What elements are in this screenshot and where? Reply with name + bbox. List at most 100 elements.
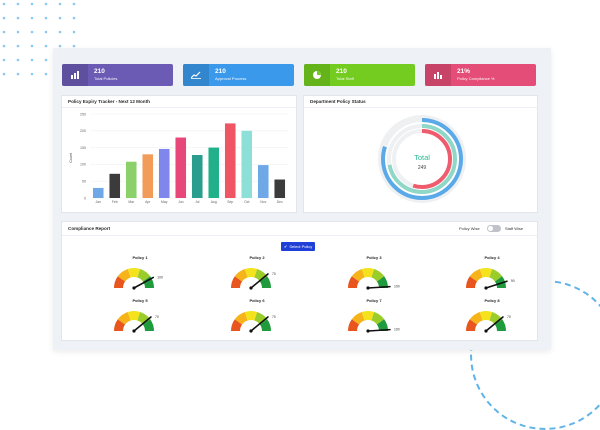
bar-aug[interactable] (208, 147, 220, 198)
decor-dot (2, 58, 6, 62)
bar-feb[interactable] (109, 173, 121, 198)
decor-dot (30, 30, 34, 34)
gauge-band (494, 319, 506, 331)
decor-dot (2, 44, 6, 48)
divider (62, 107, 296, 108)
stat-label: Approval Process (215, 76, 247, 82)
gauge-needle (133, 276, 155, 289)
y-tick-label: 0 (84, 196, 86, 200)
gauge-max-label: 100 (394, 285, 400, 289)
bar-mar[interactable] (125, 161, 137, 198)
gauge-band (244, 311, 258, 321)
gauge-band (351, 311, 365, 325)
gauge-max-label: 100 (157, 275, 163, 279)
gauge-title: Policy 6 (249, 298, 265, 303)
divider (304, 107, 537, 108)
bar-jan[interactable] (92, 187, 104, 198)
gauge-band (254, 311, 268, 325)
bar-chart-icon (62, 64, 88, 86)
bar-nov[interactable] (257, 165, 269, 198)
decor-dot (30, 72, 34, 76)
decor-dot (44, 2, 48, 6)
bar-apr[interactable] (142, 154, 154, 198)
toggle-right-label: Staff Wise (505, 226, 524, 231)
expiry-bar-chart: 0 50 100 150 200 250 Count Jan Feb Mar Apr May Jun Ju… (69, 112, 288, 204)
decor-dot (72, 30, 76, 34)
gauge-band (376, 319, 388, 331)
bar-oct[interactable] (241, 130, 253, 198)
decor-dot (44, 44, 48, 48)
select-policy-label: Select Policy (289, 244, 313, 249)
gauge-band (127, 311, 141, 321)
donut-ring-2[interactable] (387, 124, 457, 194)
policy-staff-toggle[interactable] (487, 225, 501, 232)
donut-track (378, 115, 466, 203)
gauge-band (117, 311, 131, 325)
gauge-5: 70 (114, 311, 159, 333)
gauge-8: 70 (466, 311, 511, 333)
y-tick-label: 100 (80, 163, 86, 167)
y-axis-label: Count (69, 153, 73, 163)
gauge-title: Policy 1 (132, 255, 148, 260)
gauge-band (234, 268, 248, 282)
trend-chart-icon (183, 64, 209, 86)
donut-ring-1[interactable] (381, 118, 463, 200)
bar-sep[interactable] (224, 123, 236, 198)
gauge-band (494, 276, 506, 288)
gauge-max-label: 70 (272, 272, 276, 276)
gauge-band (142, 319, 154, 331)
divider (62, 235, 537, 236)
gauge-hub (366, 329, 370, 333)
gauge-hub (484, 286, 488, 290)
gauge-needle (250, 273, 269, 289)
gauge-title: Policy 4 (484, 255, 500, 260)
compliance-report-card: Compliance Report Policy Wise Staff Wise… (61, 221, 538, 341)
gauge-band (361, 311, 375, 321)
gauge-band (114, 319, 126, 331)
decor-dot (16, 16, 20, 20)
gauge-band (371, 311, 385, 325)
gauge-band (231, 276, 243, 288)
gauge-needle (133, 316, 152, 332)
gauge-3: 100 (348, 268, 400, 290)
decor-dot (2, 16, 6, 20)
decor-dot (16, 30, 20, 34)
x-tick-label: Jan (96, 200, 102, 204)
gauge-max-label: 70 (507, 315, 511, 319)
select-policy-button[interactable]: ✔ Select Policy (281, 242, 316, 251)
decor-dot (16, 58, 20, 62)
gauge-band (361, 268, 375, 278)
gauge-needle (367, 328, 391, 332)
bar-dec[interactable] (274, 179, 286, 198)
decor-dot (44, 58, 48, 62)
x-tick-label: Aug (211, 200, 217, 204)
gauge-band (376, 276, 388, 288)
donut-ring-3[interactable] (392, 129, 452, 189)
pie-chart-icon (304, 64, 330, 86)
bar-may[interactable] (158, 148, 170, 198)
stat-value: 210 (336, 67, 347, 75)
stat-value: 210 (215, 67, 226, 75)
y-tick-label: 50 (82, 180, 86, 184)
stat-value: 21% (457, 67, 471, 75)
decor-dot (30, 44, 34, 48)
gauge-needle (250, 316, 269, 332)
stat-card-total-staff[interactable]: 210 Total Staff (304, 64, 415, 86)
gauge-hub (249, 286, 253, 290)
department-donut-chart: 249 Total (378, 115, 466, 203)
x-tick-label: Dec (277, 200, 283, 204)
gauge-hub (132, 329, 136, 333)
stat-card-total-policies[interactable]: 210 Total Policies (62, 64, 173, 86)
stat-card-approval-process[interactable]: 210 Approval Process (183, 64, 294, 86)
decor-dot (30, 2, 34, 6)
gauge-6: 70 (231, 311, 276, 333)
gauge-band (127, 268, 141, 278)
x-tick-label: Apr (145, 200, 151, 204)
gauge-1: 100 (114, 268, 163, 290)
stat-card-policy-compliance[interactable]: 21% Policy Compliance % (425, 64, 536, 86)
gauge-band (259, 276, 271, 288)
gauge-band (117, 268, 131, 282)
gauge-band (371, 268, 385, 282)
bar-jun[interactable] (175, 137, 187, 198)
bar-jul[interactable] (191, 154, 203, 198)
